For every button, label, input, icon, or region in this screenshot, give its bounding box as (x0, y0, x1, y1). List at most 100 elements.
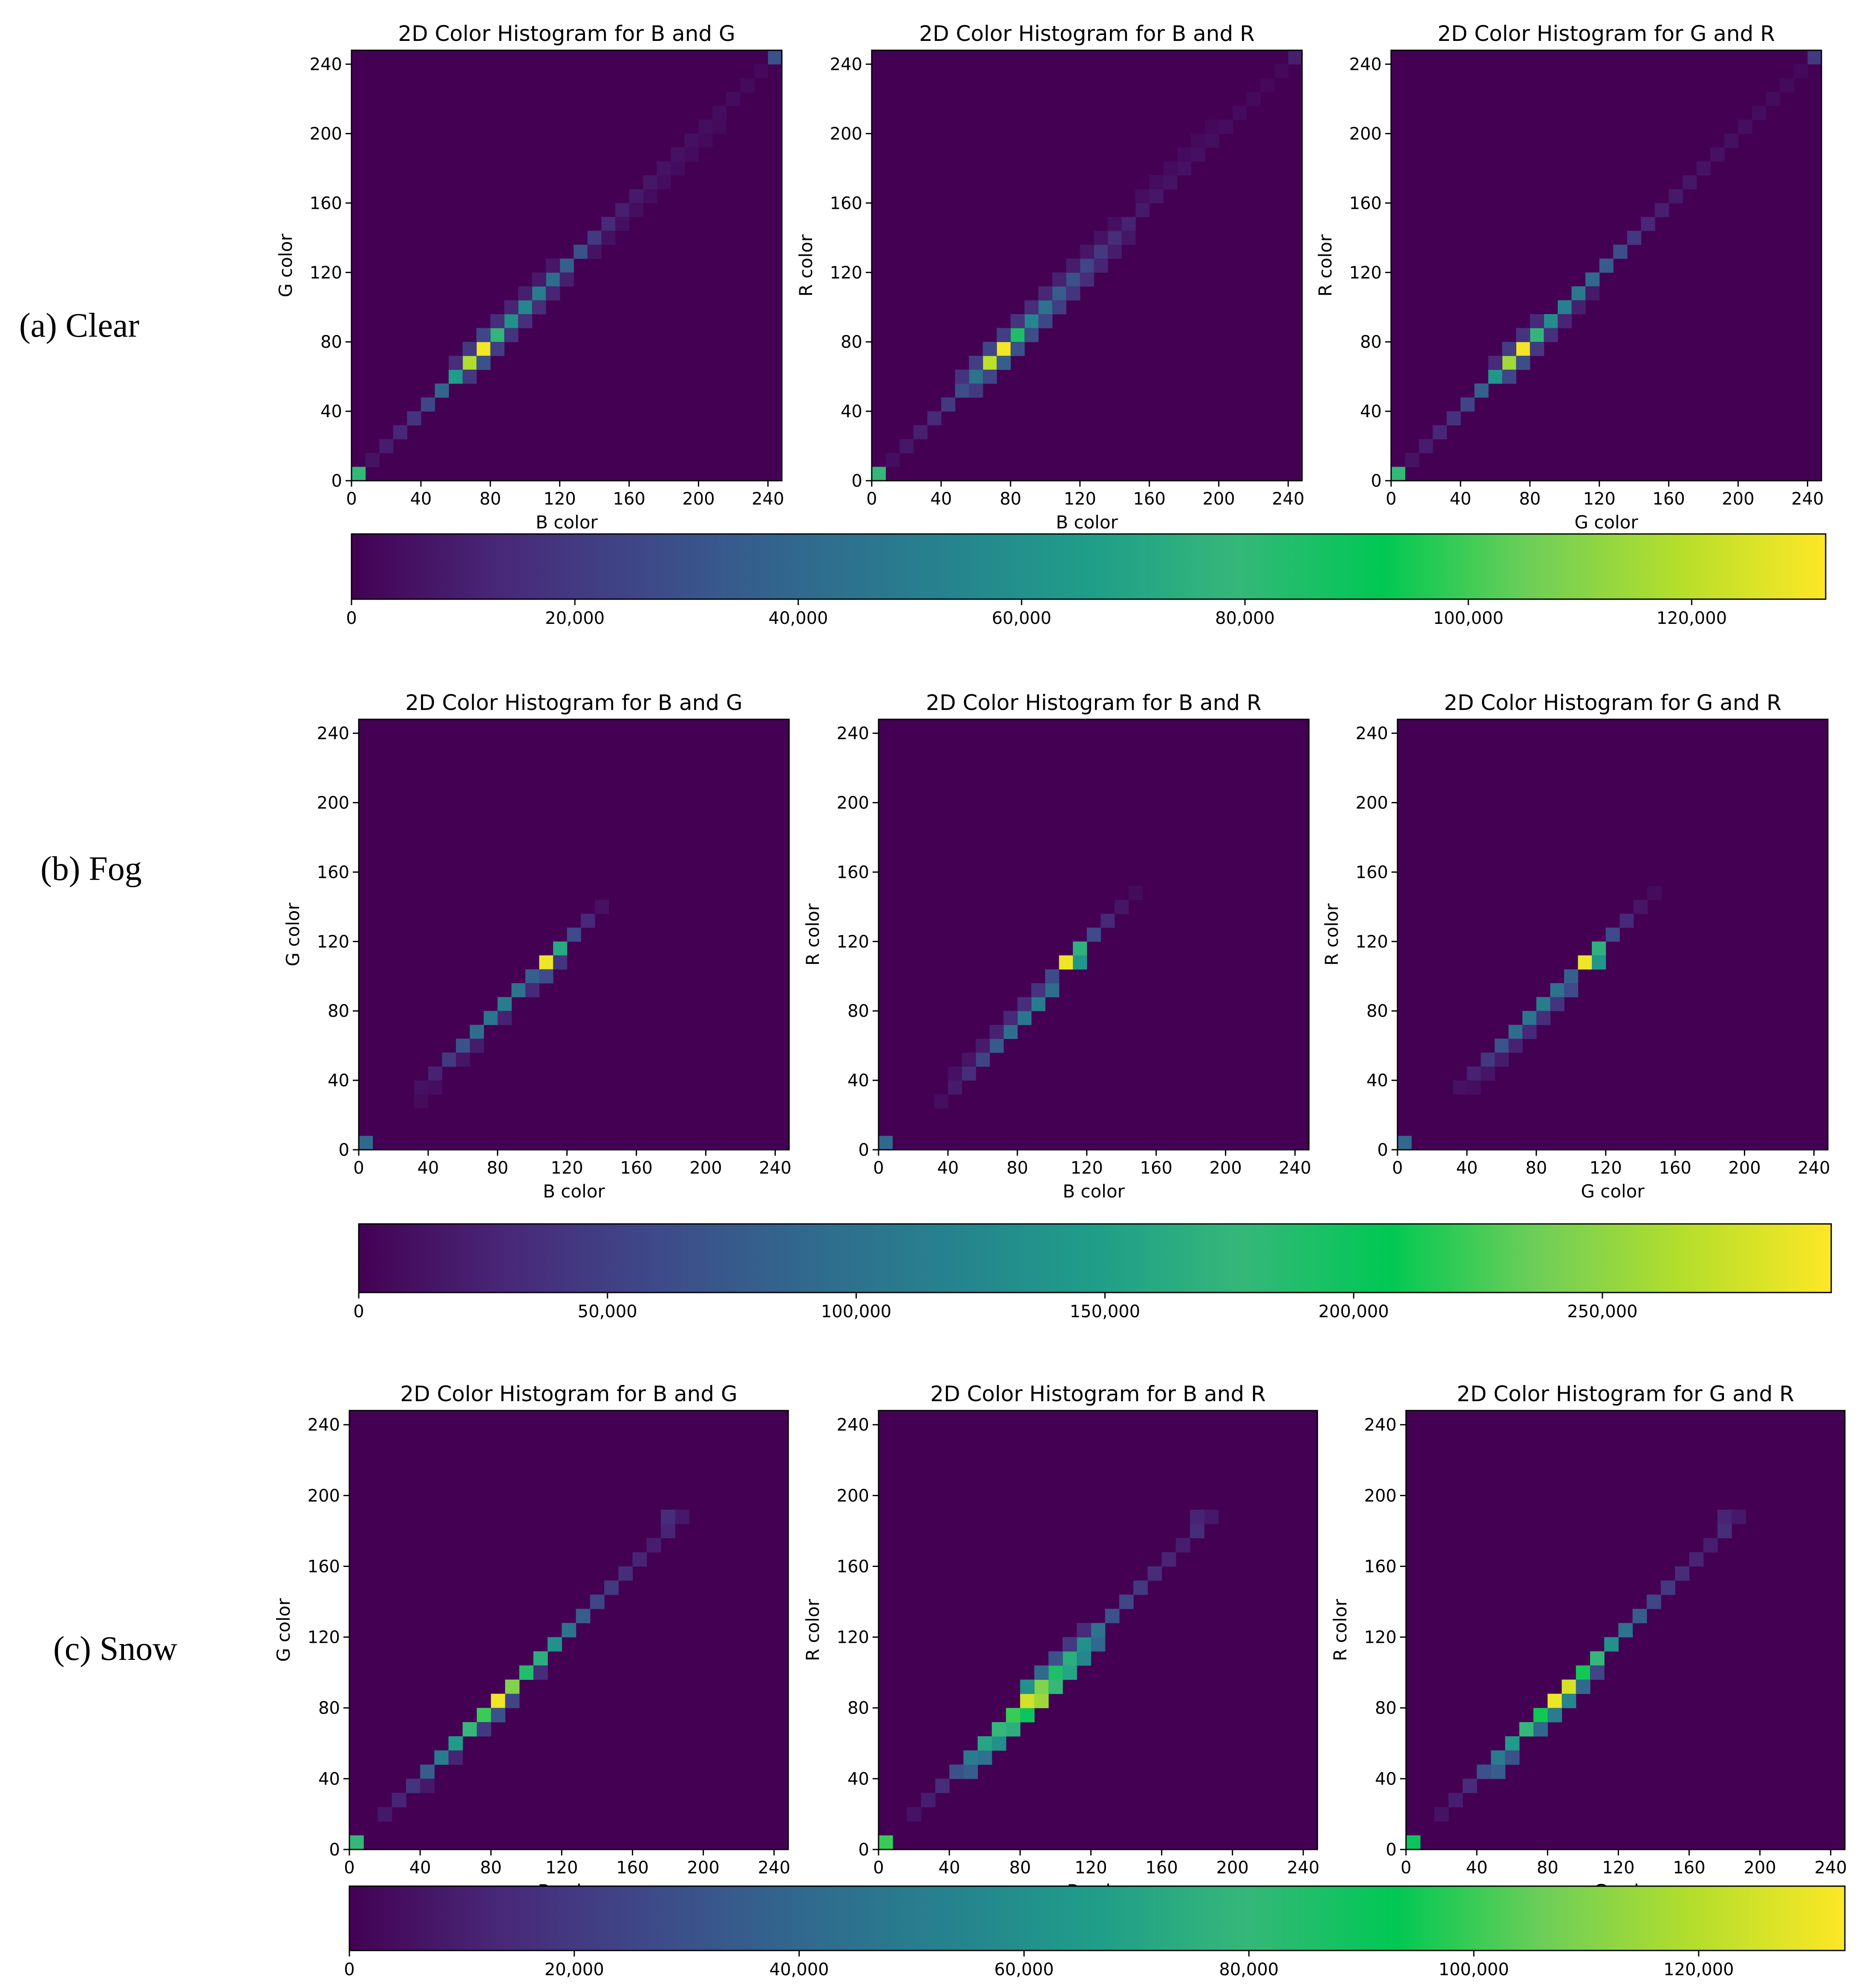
heatmap-cell (1003, 1024, 1018, 1039)
heatmap-cell (377, 1807, 392, 1822)
heatmap-cell (1633, 900, 1648, 914)
heatmap-cell (476, 328, 491, 342)
heatmap-cell (646, 1538, 661, 1552)
heatmap-cell (1578, 955, 1592, 970)
y-tick-label: 200 (317, 793, 349, 813)
x-tick-label: 0 (873, 1158, 884, 1178)
heatmap-cell (1128, 886, 1143, 900)
heatmap-cell (392, 1793, 406, 1807)
heatmap-cell (532, 272, 546, 287)
heatmap-cell (525, 983, 540, 998)
x-tick-label: 40 (1456, 1158, 1478, 1178)
x-tick-label: 200 (1216, 1858, 1248, 1878)
y-tick-label: 160 (308, 1557, 340, 1576)
heatmap-cell (969, 383, 983, 398)
heatmap-cell (1091, 1623, 1106, 1638)
heatmap-cell (1547, 1708, 1562, 1723)
x-tick-label: 160 (1133, 489, 1165, 509)
heatmap-cell (590, 1594, 605, 1609)
x-tick-label: 240 (1815, 1858, 1847, 1878)
heatmap-cell (1048, 1679, 1063, 1694)
heatmap-cell (1163, 175, 1178, 190)
colorbar-tick-label: 40,000 (769, 609, 828, 628)
heatmap-cell (1006, 1722, 1020, 1737)
heatmap-cell (1105, 1609, 1120, 1623)
x-tick-label: 240 (758, 1858, 790, 1878)
heatmap-cell (977, 1736, 992, 1751)
colorbar-tick-label: 100,000 (1433, 609, 1504, 628)
heatmap-cell (428, 1080, 443, 1095)
heatmap-cell (420, 1764, 435, 1779)
x-tick-label: 0 (873, 1858, 884, 1878)
heatmap-cell (941, 397, 956, 412)
heatmap-cell (1732, 1509, 1746, 1524)
heatmap-cell (1135, 203, 1150, 217)
heatmap-cell (462, 342, 477, 356)
x-tick-label: 40 (409, 1858, 431, 1878)
y-axis-label: R color (1315, 234, 1336, 297)
y-tick-label: 160 (310, 193, 342, 213)
y-tick-label: 120 (1364, 1628, 1397, 1648)
heatmap-cell (504, 314, 519, 329)
heatmap-cell (1590, 1665, 1605, 1680)
heatmap-cell (1613, 245, 1628, 259)
colorbar-tick-label: 80,000 (1219, 1960, 1279, 1979)
heatmap-cell (1562, 1679, 1576, 1694)
x-axis-label: B color (1056, 512, 1118, 533)
x-tick-label: 120 (1602, 1858, 1634, 1878)
heatmap-cell (497, 997, 512, 1011)
x-tick-label: 160 (616, 1858, 648, 1878)
heatmap-cell (1149, 175, 1164, 190)
heatmap-cell (477, 1708, 491, 1723)
heatmap-cell (1766, 92, 1780, 106)
heatmap-cell (601, 216, 616, 231)
heatmap-cell (1190, 1509, 1204, 1524)
heatmap-cell (1576, 1679, 1591, 1694)
heatmap-cell (1502, 342, 1516, 356)
x-tick-label: 240 (1791, 489, 1824, 509)
heatmap-panel: 2D Color Histogram for G and R 00 40 40 80 80… (1330, 1382, 1847, 1901)
heatmap-cell (976, 1052, 990, 1067)
heatmap-cell (1048, 1665, 1063, 1680)
heatmap-cell (1006, 1708, 1020, 1723)
y-tick-label: 240 (310, 55, 342, 75)
heatmap-cell (1519, 1722, 1534, 1737)
heatmap-cell (532, 300, 546, 315)
y-tick-label: 80 (318, 1699, 340, 1718)
colorbar-tick-label: 0 (346, 609, 357, 628)
heatmap-cell (935, 1778, 950, 1793)
heatmap-cell (504, 328, 519, 342)
heatmap-cell (1114, 900, 1129, 914)
heatmap-cell (497, 1011, 512, 1025)
heatmap-cell (546, 286, 560, 301)
heatmap-cell (1710, 147, 1725, 162)
y-axis-label: R color (1321, 903, 1342, 966)
y-tick-label: 240 (837, 1415, 869, 1435)
heatmap-cell (1034, 1694, 1049, 1708)
heatmap-cell (1502, 369, 1516, 384)
heatmap-cell (1219, 119, 1233, 134)
heatmap-cell (1655, 203, 1669, 217)
heatmap-cell (470, 1024, 484, 1039)
heatmap-cell (1432, 425, 1447, 439)
colorbar-tick-label: 0 (353, 1302, 364, 1321)
heatmap-cell (1585, 286, 1600, 301)
x-tick-label: 200 (1202, 489, 1235, 509)
y-tick-label: 160 (837, 863, 869, 882)
heatmap-cell (671, 147, 685, 162)
x-axis-label: B color (1063, 1181, 1125, 1202)
heatmap-cell (1717, 1509, 1732, 1524)
x-tick-label: 240 (1798, 1158, 1830, 1178)
heatmap-cell (927, 411, 942, 426)
heatmap-cell (1119, 1594, 1134, 1609)
heatmap-cell (1274, 64, 1289, 78)
heatmap-panel: 2D Color Histogram for G and R 00 40 40 80 80… (1321, 690, 1830, 1202)
heatmap-cell (511, 983, 526, 998)
heatmap-cell (505, 1679, 520, 1694)
heatmap-cell (983, 369, 997, 384)
plot-frame (878, 718, 1310, 1151)
heatmap-cell (997, 342, 1011, 356)
x-tick-label: 120 (1064, 489, 1096, 509)
y-tick-label: 240 (308, 1415, 340, 1435)
